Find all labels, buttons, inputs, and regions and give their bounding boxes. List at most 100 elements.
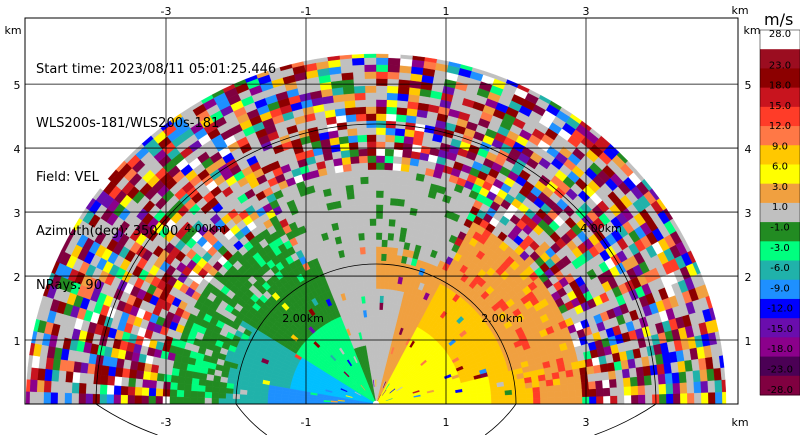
velocity-gate	[274, 400, 282, 404]
velocity-gate	[375, 211, 383, 219]
velocity-gate	[107, 366, 117, 377]
velocity-gate	[384, 267, 391, 276]
velocity-gate	[353, 190, 362, 199]
velocity-gate	[190, 390, 199, 399]
velocity-gate	[156, 373, 165, 382]
velocity-gate	[295, 398, 303, 402]
velocity-gate	[700, 380, 709, 393]
velocity-gate	[190, 384, 199, 392]
velocity-gate	[36, 380, 45, 393]
velocity-gate	[85, 383, 94, 395]
velocity-gate	[57, 381, 66, 394]
velocity-gate	[58, 370, 67, 383]
velocity-gate	[404, 192, 414, 201]
velocity-gate	[43, 380, 52, 393]
velocity-gate	[519, 398, 527, 404]
velocity-gate	[621, 368, 631, 379]
velocity-gate	[267, 392, 276, 398]
velocity-gate	[211, 392, 220, 399]
velocity-gate	[29, 391, 37, 404]
velocity-gate	[692, 369, 701, 383]
velocity-gate	[392, 155, 403, 165]
velocity-gate	[399, 226, 408, 236]
velocity-gate	[575, 396, 583, 404]
velocity-gate	[353, 78, 366, 87]
x-tick-label: -3	[161, 416, 172, 429]
velocity-gate	[505, 398, 513, 404]
velocity-gate	[375, 302, 380, 310]
velocity-gate	[395, 113, 407, 123]
velocity-gate	[363, 53, 377, 58]
velocity-gate	[375, 330, 379, 338]
velocity-gate	[400, 220, 409, 229]
velocity-gate	[113, 376, 123, 387]
velocity-gate	[393, 148, 403, 158]
velocity-gate	[386, 85, 399, 94]
colorbar-unit: m/s	[764, 10, 794, 29]
velocity-gate	[36, 391, 44, 404]
velocity-gate	[574, 389, 583, 398]
velocity-gate	[349, 155, 360, 165]
colorbar-label: -15.0	[767, 324, 793, 335]
velocity-gate	[260, 399, 268, 404]
velocity-gate	[347, 134, 358, 144]
velocity-gate	[387, 64, 400, 73]
velocity-gate	[386, 239, 394, 248]
velocity-gate	[344, 177, 354, 186]
velocity-gate	[337, 185, 347, 194]
colorbar-label: -28.0	[767, 385, 793, 396]
velocity-gate	[30, 367, 39, 381]
velocity-gate	[351, 176, 361, 185]
velocity-gate	[687, 392, 695, 404]
velocity-gate	[120, 385, 129, 396]
velocity-gate	[375, 316, 380, 324]
velocity-gate	[553, 384, 562, 392]
velocity-gate	[183, 383, 192, 392]
velocity-gate	[615, 377, 625, 388]
velocity-gate	[580, 374, 589, 383]
velocity-gate	[365, 99, 377, 107]
velocity-gate	[64, 392, 72, 404]
velocity-gate	[629, 376, 639, 387]
velocity-gate	[518, 388, 527, 395]
velocity-gate	[355, 211, 364, 220]
velocity-gate	[714, 379, 723, 393]
velocity-gate	[169, 389, 178, 398]
velocity-gate	[356, 218, 364, 227]
velocity-gate	[176, 389, 185, 398]
velocity-gate	[393, 226, 402, 235]
velocity-gate	[398, 72, 412, 81]
velocity-gate	[357, 148, 368, 157]
velocity-gate	[346, 191, 355, 200]
velocity-gate	[713, 367, 722, 381]
velocity-gate	[673, 393, 681, 404]
velocity-gate	[78, 393, 86, 404]
velocity-gate	[211, 398, 219, 404]
velocity-gate	[386, 92, 398, 101]
velocity-gate	[370, 267, 377, 275]
velocity-gate	[184, 376, 193, 385]
velocity-gate	[369, 225, 377, 233]
velocity-gate	[343, 170, 353, 179]
velocity-gate	[595, 379, 604, 389]
velocity-gate	[381, 232, 389, 241]
ring-label-2km-left: 2.00km	[282, 312, 324, 325]
velocity-gate	[539, 385, 548, 393]
velocity-gate	[375, 281, 381, 289]
velocity-gate	[218, 392, 227, 399]
velocity-gate	[398, 233, 407, 243]
velocity-gate	[86, 363, 96, 375]
velocity-gate	[398, 184, 407, 193]
velocity-gate	[375, 190, 384, 198]
velocity-gate	[396, 99, 409, 109]
velocity-gate	[371, 288, 377, 296]
velocity-gate	[375, 53, 389, 58]
velocity-gate	[672, 382, 681, 394]
velocity-gate	[596, 395, 604, 404]
velocity-field	[25, 53, 727, 404]
velocity-gate	[198, 378, 207, 387]
velocity-gate	[345, 113, 357, 123]
velocity-gate	[375, 225, 383, 233]
velocity-gate	[260, 391, 269, 397]
velocity-gate	[340, 65, 354, 74]
